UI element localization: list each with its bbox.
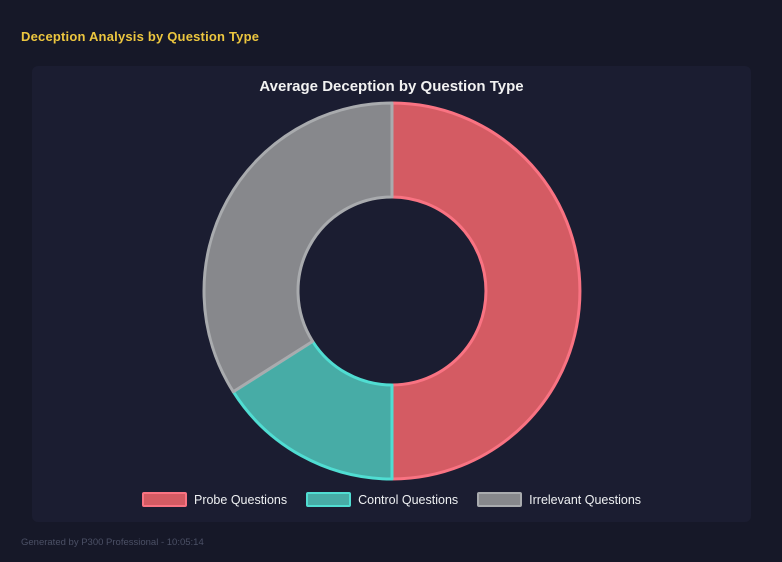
footer-text: Generated by P300 Professional - 10:05:1… bbox=[21, 537, 204, 548]
legend-label: Probe Questions bbox=[193, 492, 288, 507]
legend-label: Control Questions bbox=[358, 492, 459, 507]
chart-title: Average Deception by Question Type bbox=[259, 78, 524, 95]
legend-swatch bbox=[306, 492, 352, 507]
chart-panel: Average Deception by Question Type Probe… bbox=[32, 66, 751, 522]
legend-item-probe[interactable]: Probe Questions bbox=[141, 492, 288, 507]
page-title: Deception Analysis by Question Type bbox=[21, 29, 260, 44]
legend-swatch bbox=[141, 492, 187, 507]
legend-item-irrelevant[interactable]: Irrelevant Questions bbox=[477, 492, 641, 507]
donut-segment-0[interactable] bbox=[390, 101, 582, 481]
donut-segment-2[interactable] bbox=[202, 101, 394, 394]
legend-label: Irrelevant Questions bbox=[529, 492, 642, 507]
chart-legend: Probe Questions Control Questions Irrele… bbox=[32, 492, 751, 507]
legend-item-control[interactable]: Control Questions bbox=[306, 492, 458, 507]
donut-chart[interactable] bbox=[32, 66, 751, 522]
donut-segment-1[interactable] bbox=[231, 339, 394, 481]
legend-swatch bbox=[477, 492, 523, 507]
